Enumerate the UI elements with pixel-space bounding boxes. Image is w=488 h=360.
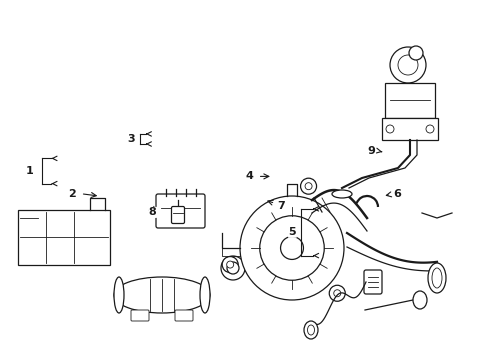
Circle shape xyxy=(280,237,303,260)
Text: 8: 8 xyxy=(148,207,156,217)
Text: 4: 4 xyxy=(245,171,253,181)
Circle shape xyxy=(300,178,316,194)
Ellipse shape xyxy=(114,277,124,313)
Circle shape xyxy=(425,125,433,133)
Ellipse shape xyxy=(412,291,426,309)
Text: 6: 6 xyxy=(392,189,400,199)
Circle shape xyxy=(240,196,343,300)
Text: 5: 5 xyxy=(288,227,296,237)
Circle shape xyxy=(259,216,324,280)
Ellipse shape xyxy=(331,190,351,198)
Circle shape xyxy=(333,290,340,297)
Text: 7: 7 xyxy=(277,201,285,211)
Ellipse shape xyxy=(431,268,441,288)
FancyBboxPatch shape xyxy=(18,210,110,265)
Text: 1: 1 xyxy=(25,166,33,176)
FancyBboxPatch shape xyxy=(175,310,193,321)
Circle shape xyxy=(328,285,345,301)
FancyBboxPatch shape xyxy=(131,310,149,321)
Circle shape xyxy=(397,55,417,75)
FancyBboxPatch shape xyxy=(156,194,204,228)
Circle shape xyxy=(408,46,422,60)
FancyBboxPatch shape xyxy=(171,207,184,224)
Circle shape xyxy=(305,183,311,190)
Ellipse shape xyxy=(200,277,209,313)
Circle shape xyxy=(226,262,239,274)
FancyBboxPatch shape xyxy=(384,83,434,118)
Circle shape xyxy=(221,256,244,280)
FancyBboxPatch shape xyxy=(381,118,437,140)
Circle shape xyxy=(389,47,425,83)
Text: 3: 3 xyxy=(127,134,135,144)
Ellipse shape xyxy=(307,325,314,335)
FancyBboxPatch shape xyxy=(363,270,381,294)
Text: 9: 9 xyxy=(367,146,375,156)
Circle shape xyxy=(222,257,238,273)
Ellipse shape xyxy=(304,321,317,339)
Ellipse shape xyxy=(114,277,209,313)
Ellipse shape xyxy=(427,263,445,293)
Circle shape xyxy=(385,125,393,133)
Circle shape xyxy=(226,261,233,268)
Text: 2: 2 xyxy=(68,189,76,199)
